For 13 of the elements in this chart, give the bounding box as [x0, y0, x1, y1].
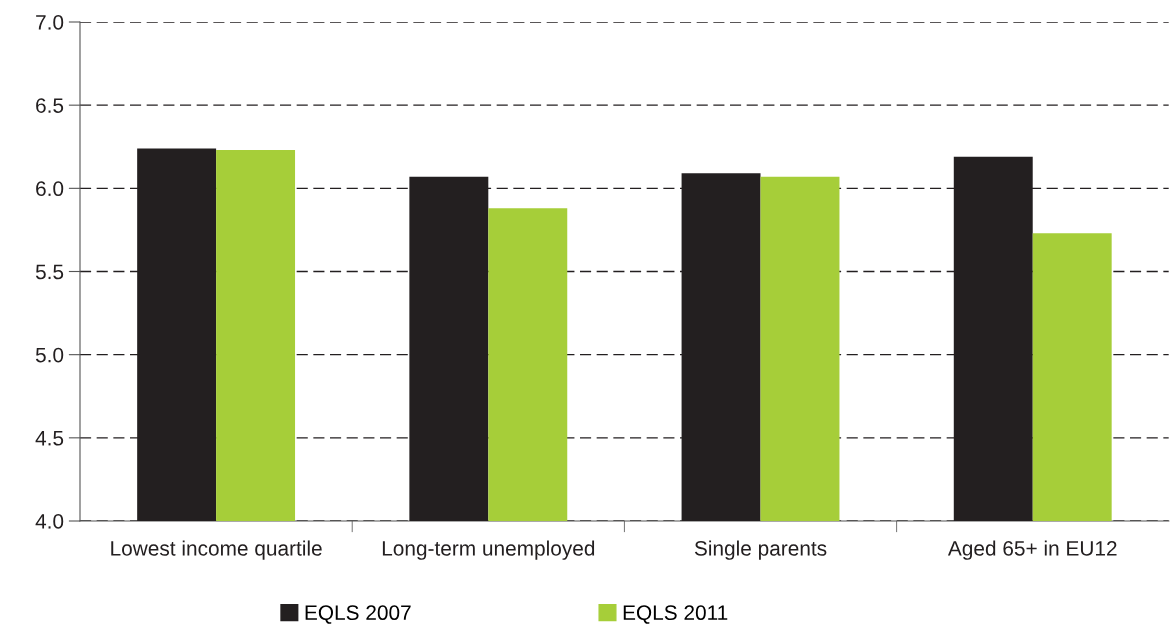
- x-tick-label: Single parents: [694, 540, 827, 560]
- y-tick-label: 4.5: [35, 431, 64, 446]
- legend-label: EQLS 2011: [623, 605, 728, 624]
- y-tick-label: 4.0: [35, 514, 64, 529]
- x-tick-label: Lowest income quartile: [111, 540, 322, 560]
- x-tick-label: Long-term unemployed: [382, 540, 595, 560]
- y-tick-label: 5.5: [35, 264, 64, 280]
- legend-label: EQLS 2007: [305, 605, 411, 624]
- x-tick-label: Aged 65+ in EU12: [947, 540, 1117, 560]
- y-tick-label: 7.0: [36, 15, 64, 30]
- y-tick-label: 6.5: [36, 98, 64, 113]
- y-tick-label: 6.0: [36, 181, 64, 197]
- y-tick-label: 5.0: [35, 347, 64, 363]
